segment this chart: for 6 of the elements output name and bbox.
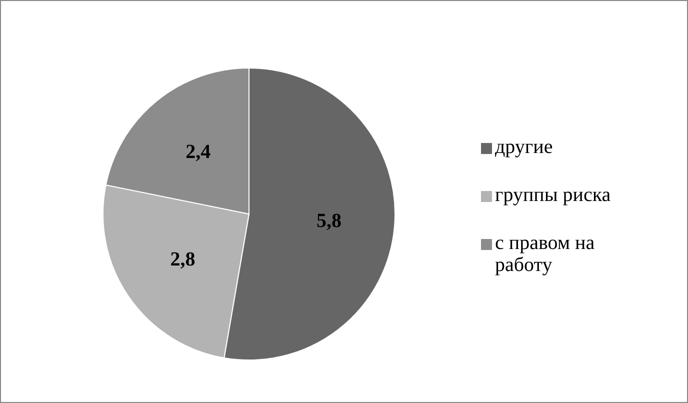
- data-label: 2,4: [186, 140, 211, 163]
- data-label: 2,8: [170, 248, 196, 270]
- data-label: 5,8: [316, 210, 342, 232]
- legend-label: с правом на работу: [495, 232, 596, 276]
- legend-label: другие: [495, 136, 554, 158]
- legend-label: группы риска: [495, 184, 612, 206]
